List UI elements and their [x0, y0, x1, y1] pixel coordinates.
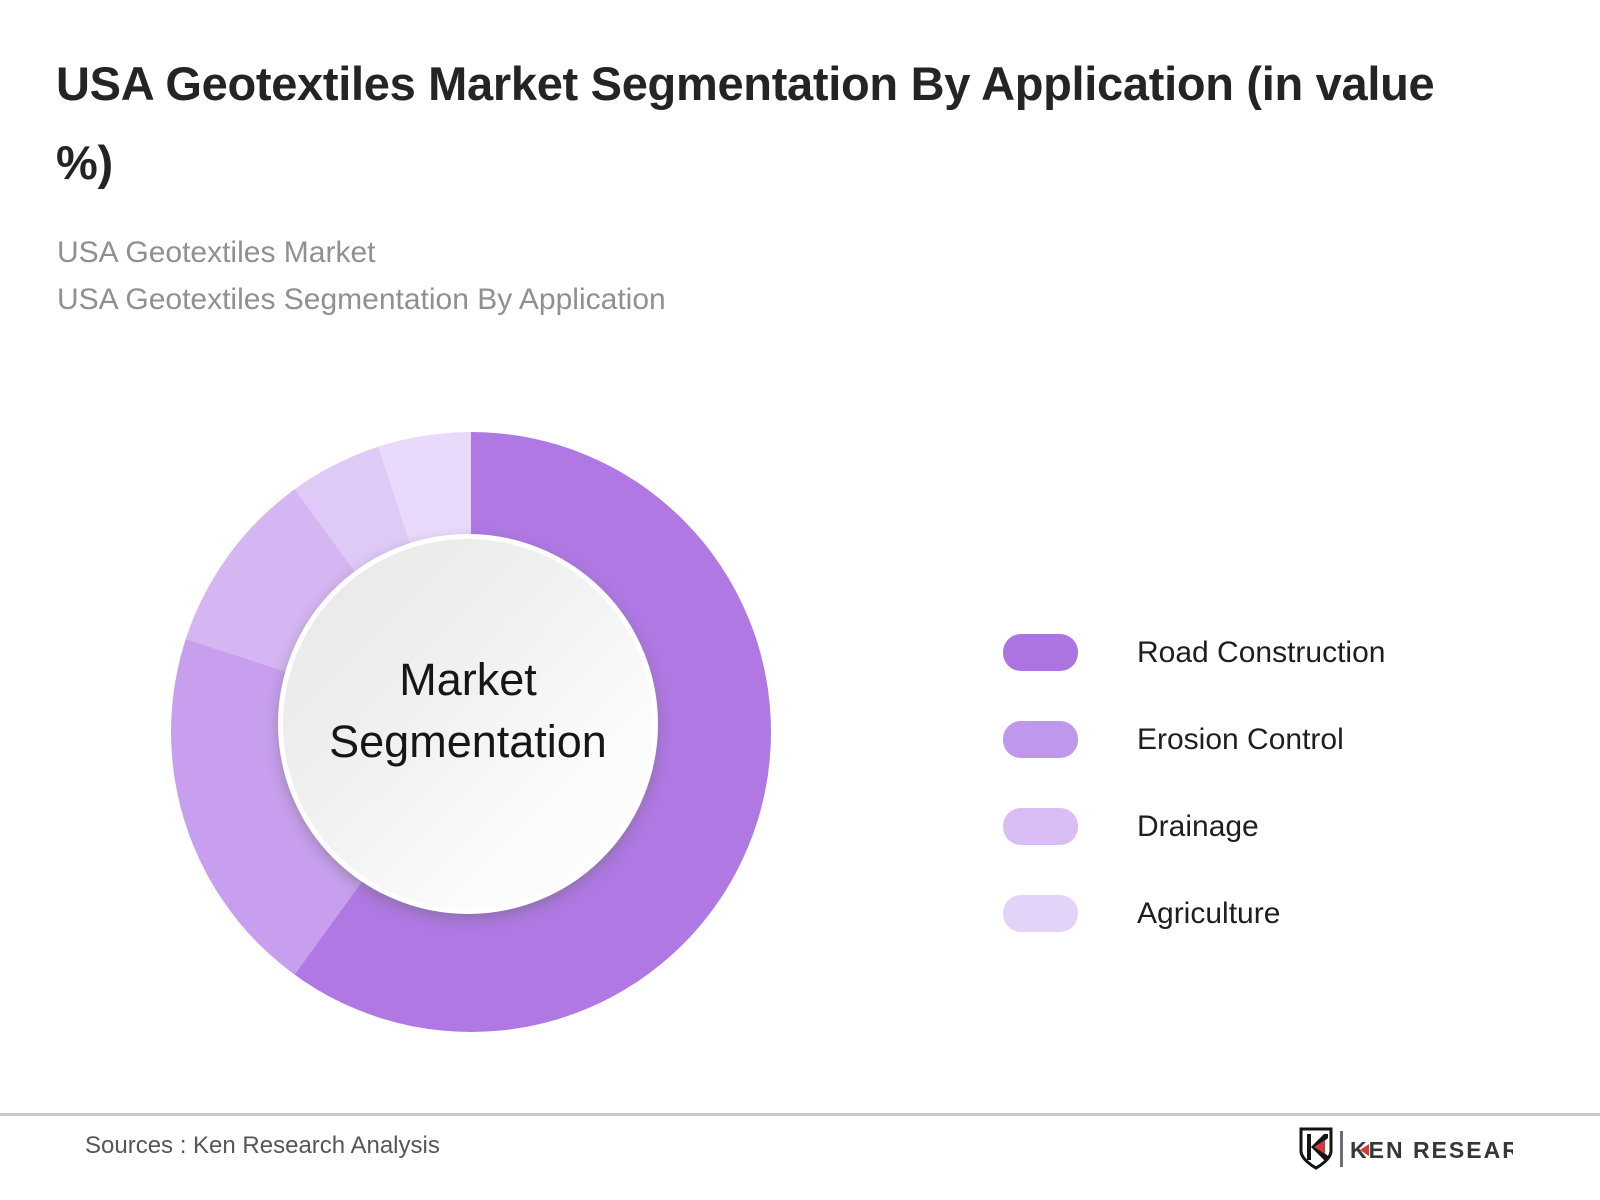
donut-center-label: Market Segmentation [329, 649, 607, 773]
sources-note: Sources : Ken Research Analysis [85, 1132, 440, 1159]
donut-chart: Market Segmentation [171, 432, 771, 1032]
legend-item-road-construction: Road Construction [1003, 634, 1385, 671]
legend-swatch-erosion-control [1003, 721, 1078, 758]
logo-separator [1340, 1131, 1343, 1167]
shield-k-icon [1299, 1127, 1333, 1170]
page-title-line2: %) [56, 136, 113, 189]
legend-item-erosion-control: Erosion Control [1003, 721, 1385, 758]
subtitle-line2: USA Geotextiles Segmentation By Applicat… [57, 283, 666, 316]
legend-label: Drainage [1137, 809, 1259, 843]
legend-label: Agriculture [1137, 896, 1281, 930]
donut-center-circle: Market Segmentation [278, 534, 658, 914]
legend-swatch-drainage [1003, 808, 1078, 845]
logo-k-triangle [1360, 1144, 1369, 1156]
legend-label: Road Construction [1137, 635, 1386, 669]
center-label-line1: Market [399, 654, 537, 705]
center-label-line2: Segmentation [329, 716, 607, 767]
legend-item-agriculture: Agriculture [1003, 895, 1385, 932]
ken-research-logo: KEN RESEARCH [1299, 1127, 1513, 1170]
subtitle-line1: USA Geotextiles Market [57, 236, 376, 269]
chart-legend: Road Construction Erosion Control Draina… [1003, 634, 1385, 982]
legend-swatch-agriculture [1003, 895, 1078, 932]
legend-item-drainage: Drainage [1003, 808, 1385, 845]
page-subtitle: USA Geotextiles Market USA Geotextiles S… [57, 229, 666, 323]
footer-divider [0, 1113, 1600, 1116]
page-title: USA Geotextiles Market Segmentation By A… [56, 44, 1556, 202]
legend-swatch-road-construction [1003, 634, 1078, 671]
page-title-line1: USA Geotextiles Market Segmentation By A… [56, 57, 1435, 110]
logo-wordmark: KEN RESEARCH [1350, 1137, 1513, 1163]
legend-label: Erosion Control [1137, 722, 1344, 756]
